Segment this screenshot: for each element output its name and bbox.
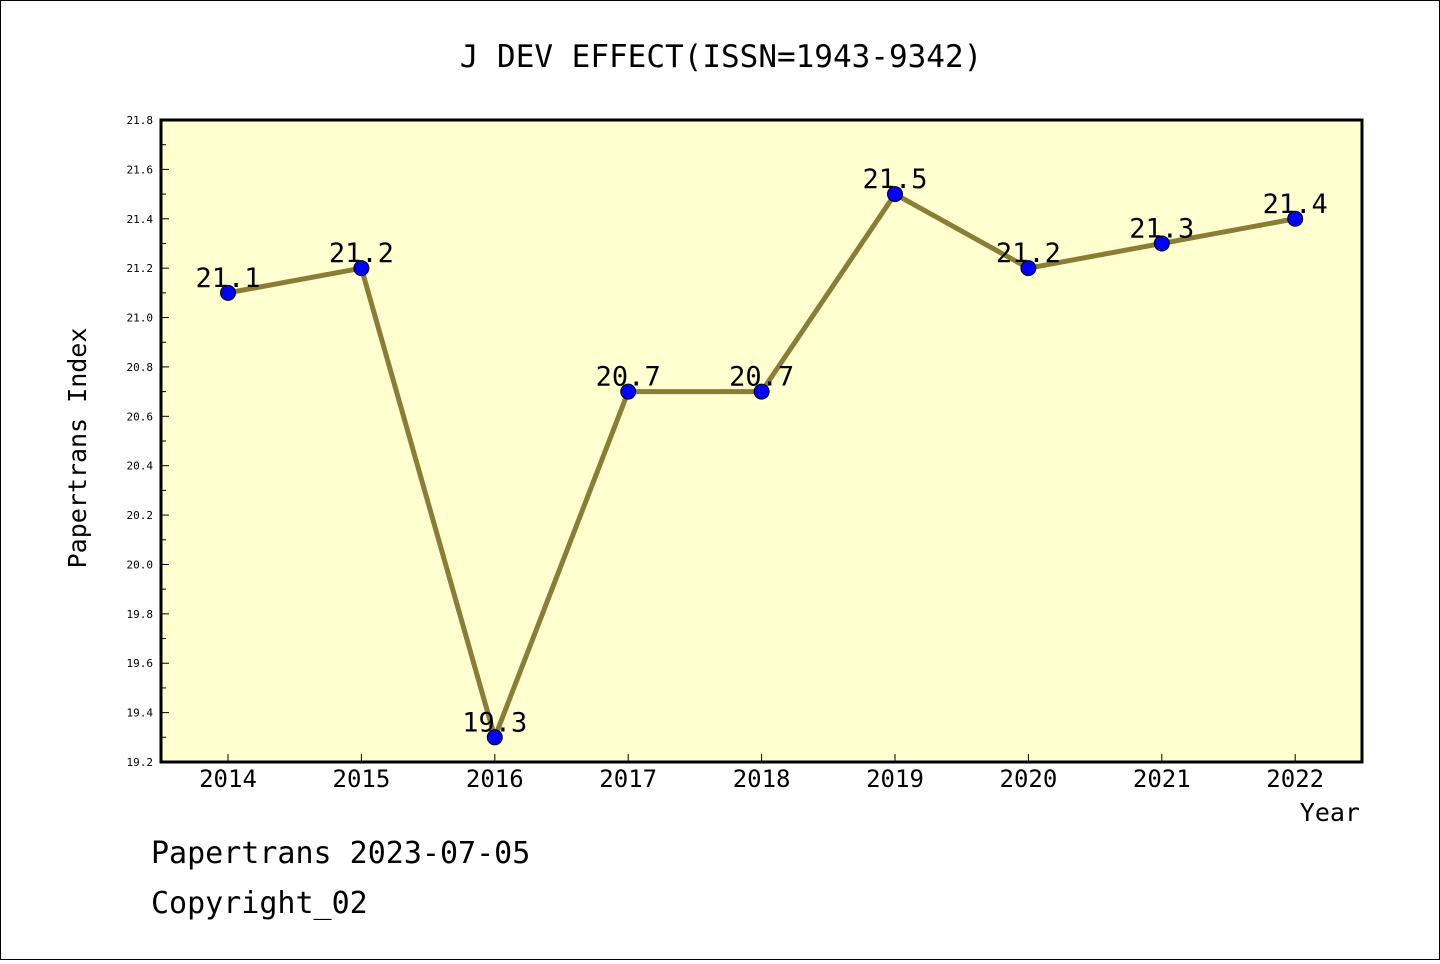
x-tick-label: 2014: [199, 765, 257, 793]
plot-area: [159, 118, 1364, 764]
y-tick-label: 21.0: [127, 312, 154, 325]
data-point: [1020, 260, 1037, 277]
x-tick-label: 2021: [1133, 765, 1191, 793]
data-label: 21.2: [329, 238, 394, 269]
y-tick-label: 20.0: [127, 558, 154, 571]
y-tick-label: 19.8: [127, 608, 154, 621]
y-axis: 19.2 19.4 19.6 19.8 20.0 20.2 20.4 20.6 20.8 21.0…: [127, 114, 169, 769]
data-point: [220, 284, 236, 301]
data-point: [887, 186, 903, 203]
y-tick-label: 20.2: [127, 509, 154, 522]
footer-copyright: Copyright_02: [151, 886, 368, 921]
data-label: 20.7: [596, 362, 661, 393]
series-layer: 21.1 21.2 19.3 20.7 20.7 21.5 21.2 21.3 21.4: [195, 164, 1328, 746]
x-axis-label: Year: [1300, 798, 1360, 827]
y-tick-label: 21.2: [127, 262, 154, 275]
chart-title: J DEV EFFECT(ISSN=1943-9342): [460, 39, 983, 75]
data-label: 21.1: [195, 263, 260, 294]
x-tick-label: 2020: [1000, 765, 1058, 793]
y-axis-label: Papertrans Index: [63, 328, 92, 569]
data-point: [1153, 235, 1170, 252]
data-label: 20.7: [729, 362, 794, 393]
x-tick-label: 2018: [733, 765, 791, 793]
x-tick-label: 2016: [466, 765, 524, 793]
data-point: [486, 729, 503, 746]
data-point: [1287, 210, 1304, 227]
y-tick-label: 19.6: [127, 657, 154, 670]
footer-date: Papertrans 2023-07-05: [151, 836, 531, 871]
x-axis: 2014 2015 2016 2017 2018 2019 2020 2021 2022: [199, 754, 1324, 793]
data-point: [753, 383, 770, 400]
data-label: 21.5: [862, 164, 927, 195]
x-tick-label: 2017: [599, 765, 657, 793]
x-tick-label: 2019: [866, 765, 924, 793]
data-point: [620, 383, 637, 400]
y-tick-label: 21.4: [127, 213, 154, 226]
y-tick-label: 21.6: [127, 163, 154, 176]
data-label: 21.3: [1129, 213, 1194, 244]
x-tick-label: 2022: [1266, 765, 1324, 793]
data-label: 21.4: [1263, 189, 1328, 220]
x-tick-label: 2015: [333, 765, 391, 793]
y-tick-label: 19.2: [127, 756, 154, 769]
data-point: [353, 260, 370, 277]
data-label: 21.2: [996, 238, 1061, 269]
y-tick-label: 20.8: [127, 361, 154, 374]
y-tick-label: 19.4: [127, 707, 154, 720]
data-label: 19.3: [462, 707, 527, 738]
y-tick-label: 20.6: [127, 410, 154, 423]
y-tick-label: 21.8: [127, 114, 154, 127]
y-tick-label: 20.4: [127, 460, 154, 473]
